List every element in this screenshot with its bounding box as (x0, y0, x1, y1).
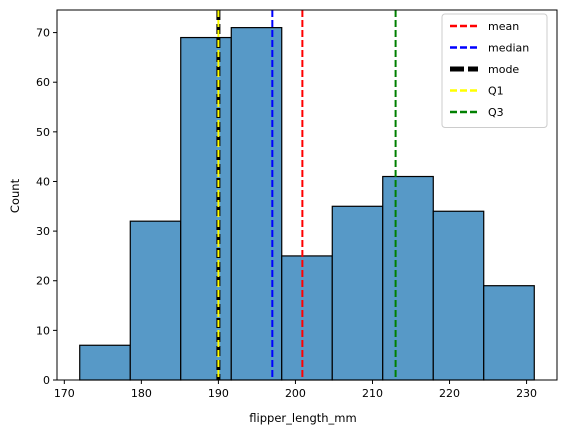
y-tick-label: 30 (36, 225, 50, 238)
y-tick-label: 40 (36, 175, 50, 188)
histogram-bar (331, 205, 384, 381)
x-tick-label: 230 (516, 387, 537, 400)
legend-label: mode (488, 63, 519, 76)
y-ticks: 0 10 20 30 40 50 60 70 (36, 27, 57, 387)
axes (56, 9, 558, 381)
y-tick-label: 0 (43, 374, 50, 387)
legend-label: mean (488, 20, 519, 33)
legend-box (441, 13, 548, 128)
statistic-lines (216, 10, 397, 380)
bars (79, 27, 535, 381)
y-axis-label: Count (8, 178, 22, 213)
histogram-bar (483, 285, 535, 381)
x-tick-label: 220 (439, 387, 460, 400)
axes-frame (56, 9, 558, 381)
x-tick-label: 190 (208, 387, 229, 400)
legend-label: median (488, 42, 529, 55)
histogram-bar (432, 210, 485, 381)
histogram-bar (129, 220, 182, 381)
legend: mean median mode Q1 Q3 (441, 13, 548, 128)
histogram-bar (382, 175, 434, 381)
y-tick-label: 50 (36, 126, 50, 139)
x-tick-label: 180 (131, 387, 152, 400)
legend-label: Q1 (488, 85, 504, 98)
x-ticks: 170 180 190 200 210 220 230 (54, 380, 537, 400)
x-tick-label: 200 (285, 387, 306, 400)
histogram-bar (281, 255, 333, 381)
histogram-bar (180, 36, 232, 381)
legend-label: Q3 (488, 106, 504, 119)
y-tick-label: 70 (36, 27, 50, 40)
x-axis-label: flipper_length_mm (249, 411, 356, 425)
x-tick-label: 210 (362, 387, 383, 400)
y-tick-label: 10 (36, 324, 50, 337)
y-tick-label: 60 (36, 76, 50, 89)
x-tick-label: 170 (54, 387, 75, 400)
histogram-bar (230, 27, 283, 381)
histogram-bar (79, 344, 131, 381)
y-tick-label: 20 (36, 275, 50, 288)
